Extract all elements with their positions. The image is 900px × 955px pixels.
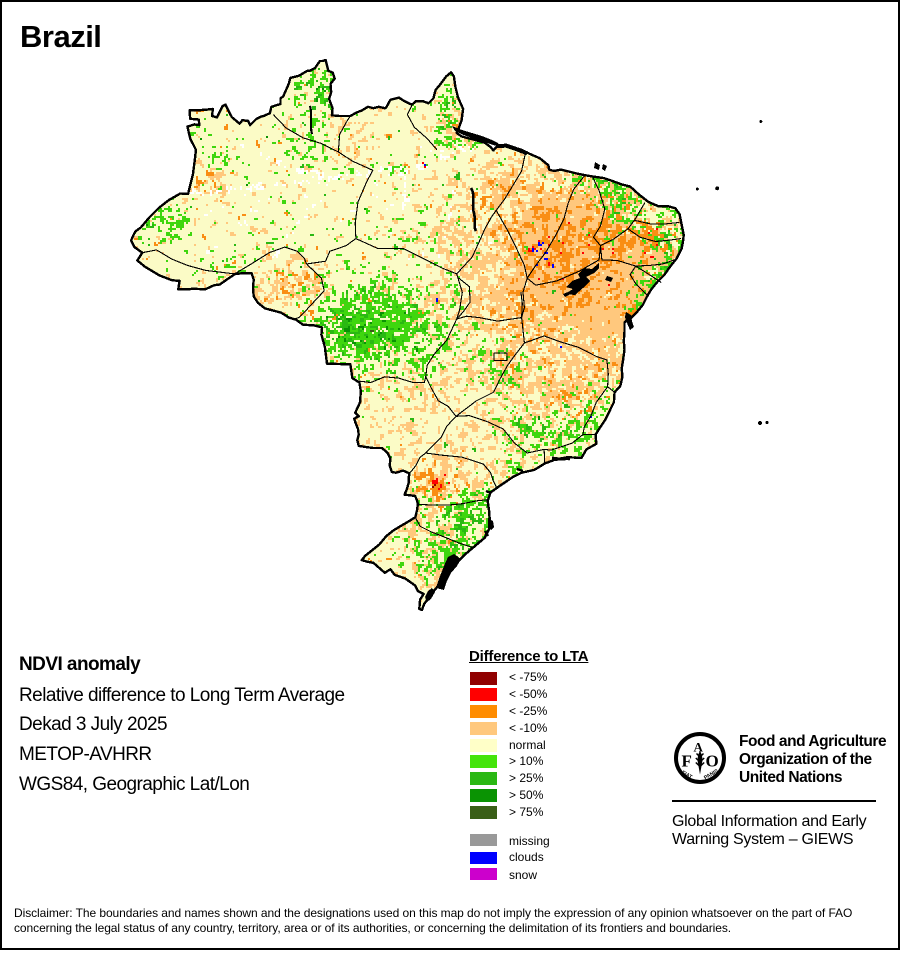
svg-text:FIAT: FIAT <box>680 770 693 781</box>
svg-text:A: A <box>694 740 704 755</box>
svg-text:O: O <box>706 752 719 771</box>
svg-text:F: F <box>682 752 692 771</box>
